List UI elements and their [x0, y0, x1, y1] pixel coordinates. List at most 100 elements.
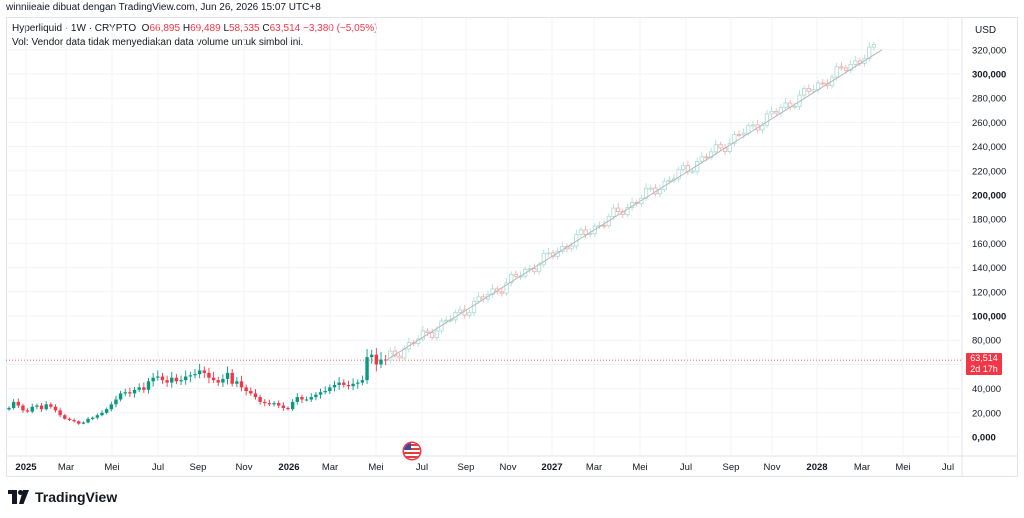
x-tick-label: 2028 — [806, 462, 827, 473]
candle-body — [332, 384, 337, 388]
projection-candle-body — [769, 110, 774, 115]
open-value: 66,895 — [149, 23, 181, 34]
y-tick-label: 280,000 — [972, 94, 1006, 105]
projection-candle-body — [732, 134, 737, 144]
y-tick-label: 0,000 — [972, 433, 996, 444]
y-tick-label: 240,000 — [972, 142, 1006, 153]
candle-body — [351, 383, 355, 387]
projection-candle-body — [602, 224, 607, 227]
projection-candle-body — [811, 89, 816, 92]
candle-body — [39, 405, 44, 410]
projection-candle-body — [504, 282, 509, 294]
x-tick-label: Sep — [458, 462, 475, 473]
candle-body — [267, 403, 272, 405]
y-tick-label: 300,000 — [972, 70, 1006, 81]
projection-candle-body — [471, 300, 477, 314]
projection-candle-body — [457, 309, 463, 313]
candle-body — [300, 397, 304, 400]
candle-body — [309, 397, 313, 400]
last-price-value: 63,514 — [970, 353, 998, 363]
candle-body — [123, 392, 127, 394]
projection-candle-body — [704, 156, 709, 159]
candle-body — [286, 407, 290, 410]
projection-candle-body — [736, 134, 742, 136]
candle-body — [272, 403, 276, 405]
projection-candle-body — [643, 187, 649, 199]
x-tick-label: Mar — [58, 462, 74, 473]
projection-candle-body — [467, 312, 472, 316]
candle-body — [170, 377, 174, 383]
x-tick-label: Jul — [680, 462, 692, 473]
candle-body — [49, 404, 53, 407]
y-tick-label: 20,000 — [972, 408, 1001, 419]
candle-body — [95, 415, 100, 418]
candle-body — [216, 380, 220, 383]
projection-candle-body — [420, 330, 425, 340]
candle-body — [72, 420, 76, 422]
high-value: 69,489 — [190, 23, 221, 34]
candle-body — [44, 404, 48, 410]
candle-body — [370, 354, 374, 358]
y-tick-label: 120,000 — [972, 287, 1006, 298]
candle-body — [318, 392, 323, 395]
candle-body — [235, 381, 239, 384]
x-tick-label: Mar — [322, 462, 338, 473]
tradingview-logo[interactable]: TradingView — [8, 489, 117, 505]
y-tick-label: 160,000 — [972, 239, 1006, 250]
candle-body — [383, 359, 388, 361]
x-tick-label: Jul — [416, 462, 428, 473]
projection-candle-body — [513, 273, 518, 277]
candle-body — [211, 377, 216, 381]
candle-body — [35, 405, 39, 407]
projection-candle-body — [397, 355, 402, 359]
x-tick-label: Mei — [368, 462, 383, 473]
projection-candle-body — [546, 252, 551, 255]
x-tick-label: Jul — [152, 462, 164, 473]
candle-body — [239, 381, 244, 388]
x-tick-label: 2025 — [15, 462, 37, 473]
x-tick-label: Mar — [586, 462, 602, 473]
candle-body — [374, 354, 379, 365]
projection-candle-body — [681, 165, 686, 171]
projection-candle-body — [834, 66, 839, 78]
candle-body — [290, 401, 295, 410]
us-flag-event-icon[interactable] — [402, 441, 422, 461]
projection-candle-body — [783, 102, 788, 109]
candle-body — [156, 376, 160, 378]
candle-body — [137, 387, 141, 390]
tradingview-logo-icon — [8, 490, 29, 504]
candle-body — [30, 406, 34, 412]
candle-body — [337, 382, 341, 385]
projection-candle-body — [509, 273, 514, 284]
y-tick-label: 100,000 — [972, 312, 1006, 323]
candle-body — [151, 377, 155, 382]
candle-body — [249, 391, 253, 394]
projection-candle-body — [709, 151, 714, 159]
projection-candle-body — [578, 229, 584, 235]
candle-body — [365, 357, 369, 381]
candle-body — [304, 399, 309, 401]
last-price-tag: 63,514 2d 17h — [966, 353, 1002, 375]
candle-body — [109, 404, 113, 410]
candle-body — [165, 380, 169, 383]
projection-candle-body — [648, 187, 653, 190]
y-tick-label: 320,000 — [972, 45, 1006, 56]
candle-body — [356, 382, 360, 384]
projection-candle-body — [667, 179, 672, 182]
x-tick-label: 2027 — [541, 462, 562, 473]
projection-candle-body — [764, 113, 770, 126]
y-tick-label: 40,000 — [972, 384, 1001, 395]
candle-body — [77, 421, 81, 424]
candle-body — [225, 372, 230, 379]
candle-body — [263, 401, 267, 404]
projection-candle-body — [532, 268, 537, 273]
candle-body — [114, 399, 118, 405]
candle-body — [188, 375, 193, 377]
candle-body — [100, 412, 104, 416]
candle-body — [277, 403, 281, 406]
projection-candle-body — [402, 348, 407, 359]
projection-candle-body — [611, 207, 616, 217]
currency-label: USD — [975, 25, 996, 36]
symbol-name[interactable]: Hyperliquid · 1W · CRYPTO — [12, 23, 137, 34]
